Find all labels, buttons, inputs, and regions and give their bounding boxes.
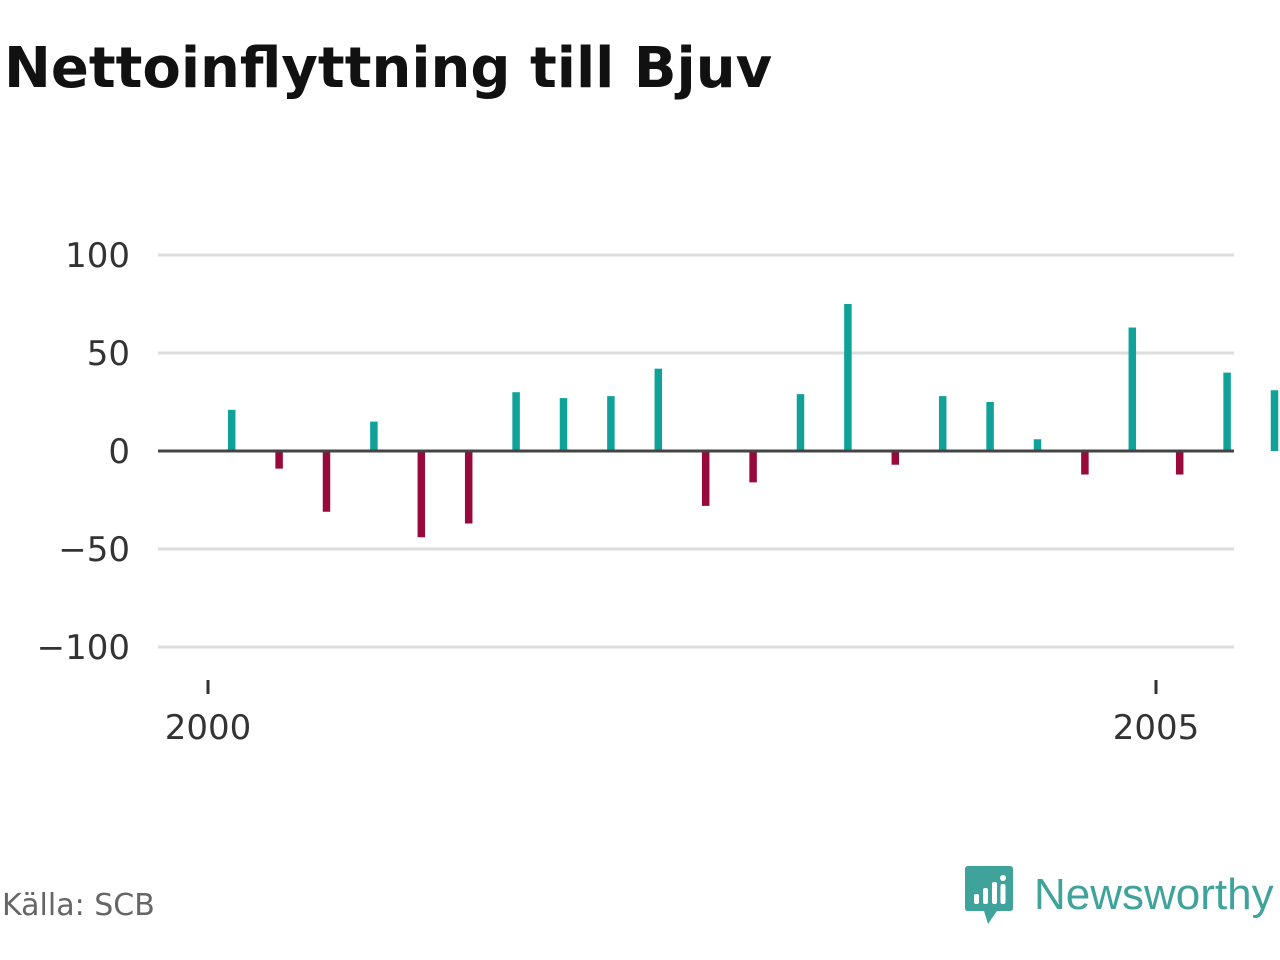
y-tick-label: 100 xyxy=(65,236,130,276)
bar xyxy=(701,451,710,506)
brand-name: Newsworthy xyxy=(1034,870,1274,919)
x-axis: 200020052010201520202025 xyxy=(165,680,1200,748)
bar xyxy=(1270,390,1279,451)
bar xyxy=(654,368,663,451)
bar xyxy=(844,304,852,451)
y-tick-label: 50 xyxy=(87,334,130,374)
newsworthy-logo-icon xyxy=(965,866,1013,924)
bar xyxy=(370,421,378,451)
gridlines xyxy=(158,253,1234,649)
bar xyxy=(749,451,757,483)
bars xyxy=(227,304,1279,538)
bar xyxy=(227,409,236,451)
bar xyxy=(1175,451,1184,475)
bar xyxy=(512,392,520,451)
bar xyxy=(275,451,283,469)
bar xyxy=(464,451,473,524)
bar xyxy=(938,396,947,451)
bar xyxy=(1223,372,1231,451)
bar xyxy=(417,451,426,538)
y-tick-label: −100 xyxy=(37,628,130,668)
bar xyxy=(1128,327,1137,451)
bar xyxy=(1081,451,1089,475)
bar xyxy=(559,398,568,451)
bar xyxy=(796,394,805,451)
bar xyxy=(1033,439,1042,451)
bar xyxy=(986,402,994,451)
newsworthy-logo[interactable]: Newsworthy xyxy=(964,864,1274,926)
source-label: Källa: SCB xyxy=(2,888,155,923)
y-tick-label: −50 xyxy=(58,530,130,570)
bar xyxy=(607,396,615,451)
bar xyxy=(891,451,900,465)
y-tick-label: 0 xyxy=(108,432,130,472)
chart-title: Nettoinflyttning till Bjuv xyxy=(4,36,773,101)
x-tick-label: 2005 xyxy=(1113,708,1200,748)
bar xyxy=(322,451,331,512)
y-axis: 100 50 0 −50 −100 xyxy=(37,236,130,668)
x-tick-label: 2000 xyxy=(165,708,252,748)
